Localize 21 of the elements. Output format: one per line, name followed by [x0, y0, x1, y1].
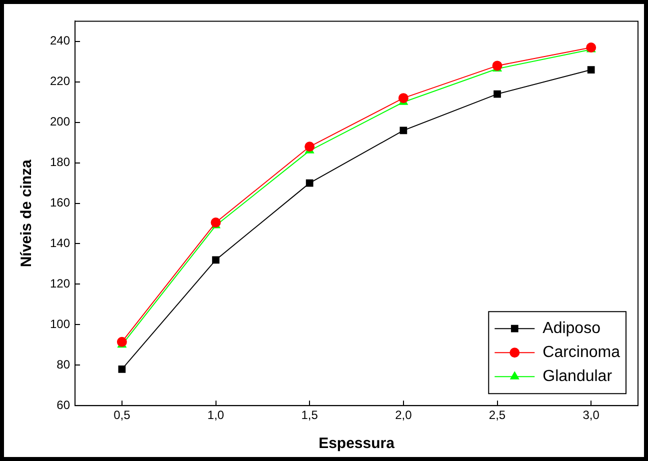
y-tick-label: 100 [50, 316, 70, 331]
legend-label: Glandular [542, 368, 613, 386]
x-tick-label: 3,0 [582, 408, 600, 422]
x-tick-label: 1,5 [301, 408, 318, 422]
y-tick-label: 120 [50, 276, 70, 291]
y-tick-label: 60 [56, 398, 70, 412]
y-tick-label: 200 [50, 114, 70, 129]
y-tick-label: 140 [50, 236, 70, 250]
y-tick-label: 160 [50, 196, 70, 210]
x-axis-title: Espessura [318, 435, 396, 452]
y-tick-label: 220 [50, 74, 70, 88]
legend-label: Carcinoma [542, 344, 620, 362]
legend-label: Adiposo [542, 320, 601, 338]
x-tick-label: 2,0 [395, 408, 412, 422]
x-tick-label: 0,5 [114, 408, 131, 422]
x-tick-label: 1,0 [207, 408, 224, 422]
y-tick-label: 80 [56, 357, 70, 372]
y-tick-label: 240 [50, 34, 70, 48]
y-tick-label: 180 [50, 155, 70, 170]
y-axis-title: Níveis de cinza [18, 158, 36, 268]
x-tick-label: 2,5 [488, 408, 506, 422]
